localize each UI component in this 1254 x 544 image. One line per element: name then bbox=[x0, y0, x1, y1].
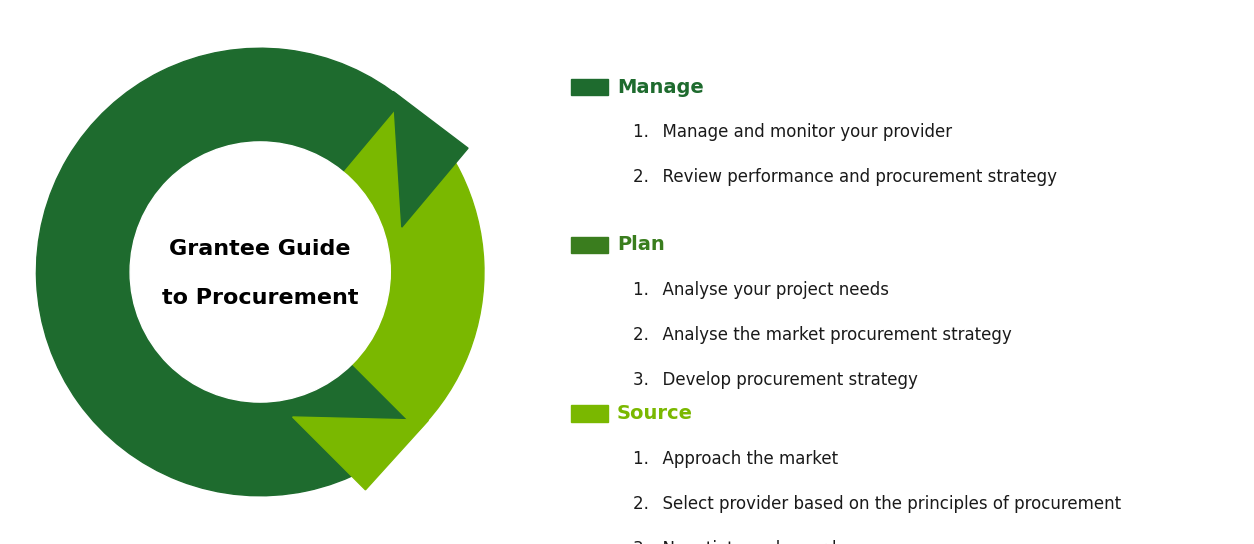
FancyBboxPatch shape bbox=[571, 237, 608, 253]
Text: 1.  Analyse your project needs: 1. Analyse your project needs bbox=[633, 281, 889, 299]
Text: to Procurement: to Procurement bbox=[162, 288, 359, 308]
Text: 1.  Manage and monitor your provider: 1. Manage and monitor your provider bbox=[633, 123, 952, 141]
Wedge shape bbox=[344, 101, 484, 430]
Circle shape bbox=[130, 142, 390, 402]
Polygon shape bbox=[292, 417, 429, 490]
Text: 2.  Analyse the market procurement strategy: 2. Analyse the market procurement strate… bbox=[633, 326, 1012, 344]
Text: 1.  Approach the market: 1. Approach the market bbox=[633, 449, 839, 468]
Text: 2.  Select provider based on the principles of procurement: 2. Select provider based on the principl… bbox=[633, 494, 1121, 513]
Text: Grantee Guide: Grantee Guide bbox=[169, 239, 351, 258]
Text: Manage: Manage bbox=[617, 78, 703, 96]
Text: 3.  Negotiate and award: 3. Negotiate and award bbox=[633, 540, 836, 544]
FancyBboxPatch shape bbox=[571, 405, 608, 422]
Text: 2.  Review performance and procurement strategy: 2. Review performance and procurement st… bbox=[633, 168, 1057, 187]
Text: Plan: Plan bbox=[617, 236, 665, 254]
FancyBboxPatch shape bbox=[571, 79, 608, 95]
Text: Source: Source bbox=[617, 404, 693, 423]
Polygon shape bbox=[394, 91, 468, 227]
Text: 3.  Develop procurement strategy: 3. Develop procurement strategy bbox=[633, 371, 918, 390]
Wedge shape bbox=[36, 48, 419, 496]
